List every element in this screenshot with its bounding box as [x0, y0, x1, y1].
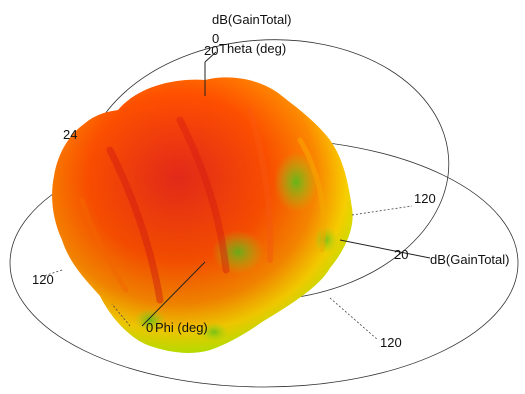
- theta-axis-label: Theta (deg): [219, 41, 286, 56]
- phi-tick-label-left: 120: [32, 272, 54, 287]
- radial-guide-line: [111, 303, 131, 327]
- radial-axis-label: dB(GainTotal): [430, 252, 509, 267]
- radial-tick-label: 20: [394, 247, 408, 262]
- radial-guide-line: [351, 205, 413, 216]
- radial-axis-line: [339, 239, 431, 259]
- z-axis-quantity-label: dB(GainTotal): [212, 12, 291, 27]
- gain-surface: [52, 77, 353, 353]
- gain-surface-shading: [52, 77, 353, 353]
- theta-tick-label: 20: [204, 43, 218, 58]
- theta-zero-tick-label: 0: [212, 31, 219, 46]
- phi-axis-label: Phi (deg): [155, 320, 208, 335]
- phi-zero-tick-label: 0: [146, 320, 153, 335]
- radial-guide-line: [329, 297, 379, 341]
- phi-tick-label-right-bottom: 120: [380, 335, 402, 350]
- theta-axis-tick-line: [204, 51, 217, 63]
- radial-guide-line: [43, 269, 63, 277]
- phi-axis-line: [141, 261, 206, 327]
- tick-label: 24: [63, 127, 77, 142]
- phi-tick-label-right-top: 120: [414, 191, 436, 206]
